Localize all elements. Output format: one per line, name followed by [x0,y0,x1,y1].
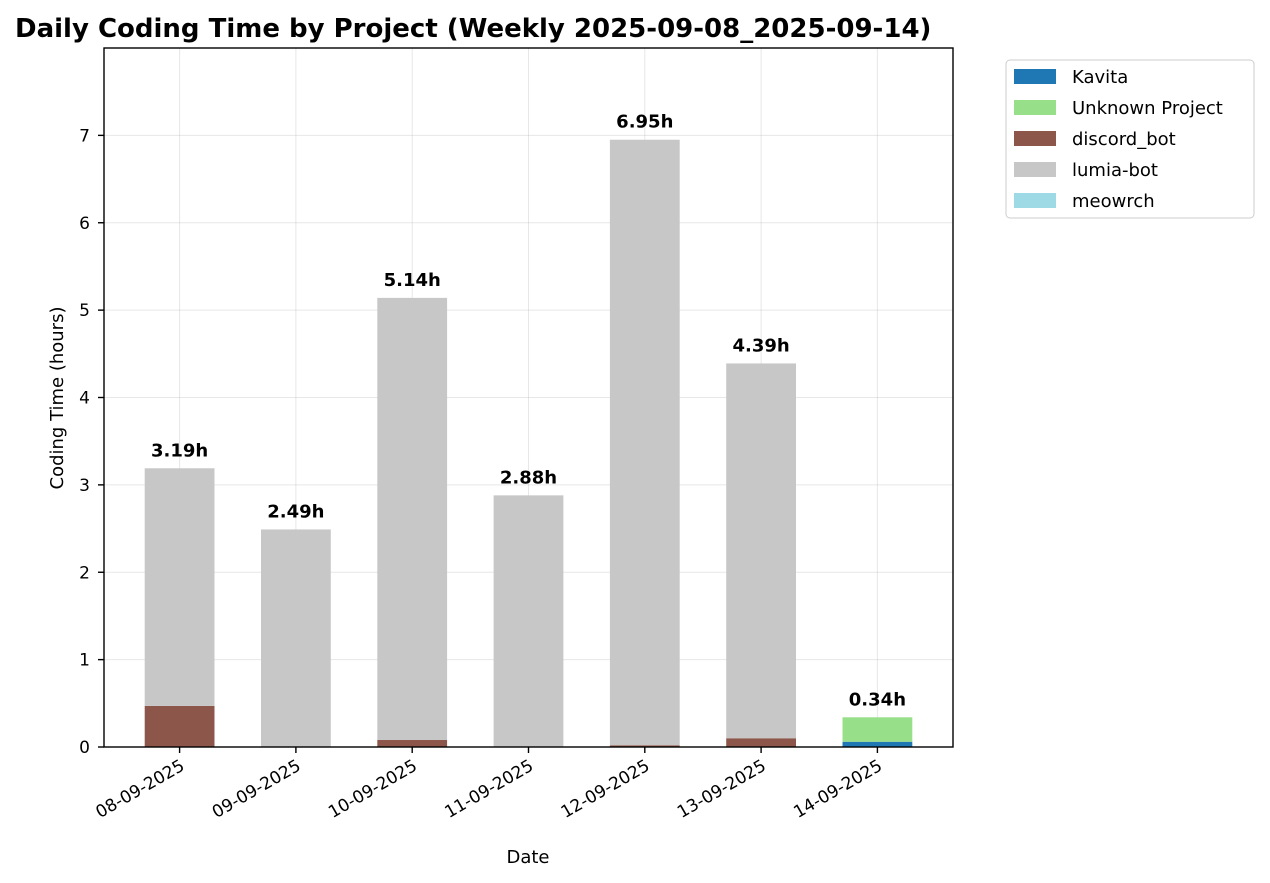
bar-segment-lumia-bot [377,297,448,741]
y-tick-label: 7 [79,126,90,146]
x-tick-label: 11-09-2025 [441,756,537,823]
legend-swatch [1014,100,1056,115]
legend-label: Kavita [1072,67,1128,88]
bar-total-label: 4.39h [732,335,789,356]
legend-label: Unknown Project [1072,98,1223,119]
legend-swatch [1014,69,1056,84]
x-tick-label: 08-09-2025 [93,756,189,823]
bar-total-label: 6.95h [616,112,673,133]
legend-swatch [1014,131,1056,146]
legend-swatch [1014,162,1056,177]
y-tick-label: 3 [79,476,90,496]
x-tick-label: 14-09-2025 [790,756,886,823]
bar-total-label: 3.19h [151,440,208,461]
y-axis-label: Coding Time (hours) [47,307,68,490]
x-tick-label: 13-09-2025 [674,756,770,823]
bar-total-label: 2.88h [500,467,557,488]
x-tick-label: 09-09-2025 [209,756,305,823]
legend-label: lumia-bot [1072,160,1158,181]
x-tick-label: 10-09-2025 [325,756,421,823]
bar-segment-discord-bot [609,745,680,747]
bar-segment-discord-bot [377,740,448,747]
x-axis-label: Date [506,847,549,868]
total-labels: 3.19h 2.49h 5.14h 2.88h 6.95h 4.39h 0.34h [151,112,906,711]
legend-swatch [1014,193,1056,208]
bar-segment-lumia-bot [726,363,796,739]
bar-segment-discord-bot [144,705,215,747]
bar-total-label: 2.49h [267,501,324,522]
bar-segment-kavita [842,741,913,747]
y-tick-label: 6 [79,214,90,234]
bar-segment-lumia-bot [609,139,680,746]
y-tick-label: 5 [79,301,90,321]
y-tick-label: 1 [79,651,90,671]
legend-box [1005,59,1255,219]
x-tick-label: 12-09-2025 [558,756,654,823]
y-tick-label: 0 [79,738,90,758]
y-tick-label: 2 [79,563,90,583]
y-tick-label: 4 [79,389,90,409]
bar-segment-lumia-bot [144,468,215,706]
bar-segment-discord-bot [726,738,796,747]
bar-segment-lumia-bot [261,529,331,747]
chart-title: Daily Coding Time by Project (Weekly 202… [15,14,931,44]
legend: Kavita Unknown Project discord_bot lumia-bo… [1005,59,1255,219]
bar-segment-unknown-project [842,717,913,742]
bars [144,139,913,747]
legend-label: meowrch [1072,191,1155,212]
legend-label: discord_bot [1072,129,1176,150]
bar-segment-lumia-bot [493,495,564,747]
bar-total-label: 0.34h [849,689,906,710]
bar-total-label: 5.14h [384,270,441,291]
